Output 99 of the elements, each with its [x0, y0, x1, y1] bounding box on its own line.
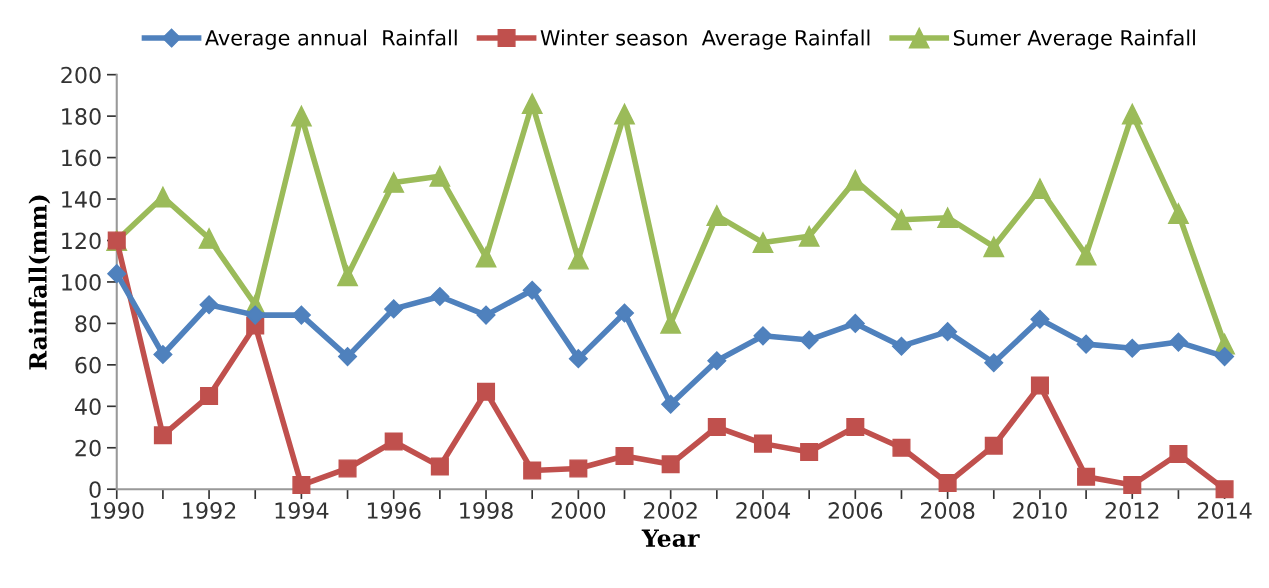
point — [984, 436, 1003, 455]
point — [522, 280, 542, 300]
point — [476, 305, 496, 325]
point — [846, 418, 865, 437]
point — [198, 228, 220, 249]
y-tick-label: 100 — [62, 273, 101, 291]
point — [660, 312, 682, 334]
point — [1169, 444, 1188, 464]
x-tick-label: 2004 — [736, 502, 791, 519]
y-tick-label: 20 — [75, 439, 101, 457]
point — [1168, 203, 1189, 224]
x-tick-label: 2008 — [920, 502, 975, 519]
point — [661, 455, 680, 474]
legend-label: Winter season Average Rainfall — [540, 29, 870, 50]
x-tick-label: 2010 — [1013, 502, 1067, 519]
point — [707, 418, 726, 437]
point — [1121, 103, 1143, 125]
point — [1123, 476, 1142, 495]
y-tick-label: 180 — [62, 108, 101, 125]
point — [891, 336, 911, 356]
y-tick-label: 80 — [75, 315, 101, 333]
point — [1168, 332, 1188, 352]
point — [338, 459, 357, 478]
y-axis-title: Rainfall(mm) — [28, 195, 51, 370]
point — [1077, 467, 1096, 486]
x-tick-label: 1990 — [90, 502, 144, 519]
x-tick-label: 1998 — [460, 502, 513, 519]
point — [844, 169, 866, 191]
x-tick-label: 1994 — [275, 502, 329, 519]
point — [1122, 338, 1142, 358]
point — [984, 353, 1004, 373]
x-tick-label: 2000 — [551, 502, 606, 519]
point — [245, 305, 265, 325]
point — [1030, 376, 1049, 395]
point — [800, 442, 819, 461]
point — [892, 438, 911, 457]
point — [615, 447, 634, 466]
point — [845, 313, 865, 333]
point — [430, 457, 449, 476]
x-axis-title: Year — [641, 529, 700, 548]
point — [153, 344, 173, 365]
legend-label: Average annual Rainfall — [205, 29, 457, 50]
x-tick-label: 2002 — [644, 502, 697, 519]
point — [1030, 309, 1050, 329]
y-tick-label: 40 — [74, 398, 101, 416]
point — [152, 186, 174, 208]
point — [384, 299, 404, 319]
point — [938, 473, 957, 493]
point — [661, 394, 681, 414]
point — [938, 322, 958, 342]
point — [290, 105, 312, 127]
x-tick-label: 2012 — [1105, 502, 1159, 519]
point — [338, 347, 358, 367]
point — [569, 459, 588, 478]
point — [567, 248, 589, 270]
point — [752, 232, 774, 253]
point — [476, 382, 496, 401]
legend-label: Sumer Average Rainfall — [953, 29, 1195, 50]
point — [384, 432, 403, 451]
point — [107, 264, 127, 284]
point — [983, 236, 1005, 258]
point — [706, 205, 728, 227]
x-tick-label: 2006 — [828, 502, 883, 519]
point — [568, 349, 588, 369]
point — [1076, 334, 1096, 354]
point — [1215, 347, 1235, 367]
point — [199, 295, 219, 315]
point — [291, 305, 311, 325]
point — [937, 207, 959, 229]
y-tick-label: 60 — [75, 356, 101, 374]
point — [521, 93, 543, 115]
point — [799, 330, 819, 350]
y-tick-label: 200 — [61, 66, 101, 84]
point — [337, 265, 358, 287]
point — [523, 461, 542, 480]
point — [200, 386, 219, 405]
point — [1029, 178, 1051, 200]
x-tick-label: 2014 — [1197, 502, 1252, 519]
point — [383, 172, 405, 193]
y-tick-label: 0 — [89, 481, 101, 498]
y-tick-label: 160 — [62, 149, 101, 167]
point — [153, 426, 172, 445]
point — [430, 286, 450, 306]
x-tick-label: 1996 — [367, 502, 421, 519]
point — [429, 165, 451, 187]
point — [614, 103, 635, 125]
y-tick-label: 120 — [62, 232, 101, 250]
point — [891, 209, 912, 231]
point — [753, 326, 773, 346]
point — [798, 225, 820, 247]
y-tick-label: 140 — [62, 190, 101, 208]
x-tick-label: 1992 — [183, 502, 236, 519]
point — [1215, 480, 1234, 499]
point — [753, 434, 773, 453]
point — [707, 351, 727, 371]
point — [292, 476, 311, 495]
point — [1075, 244, 1097, 266]
point — [614, 303, 635, 323]
point — [475, 246, 497, 268]
